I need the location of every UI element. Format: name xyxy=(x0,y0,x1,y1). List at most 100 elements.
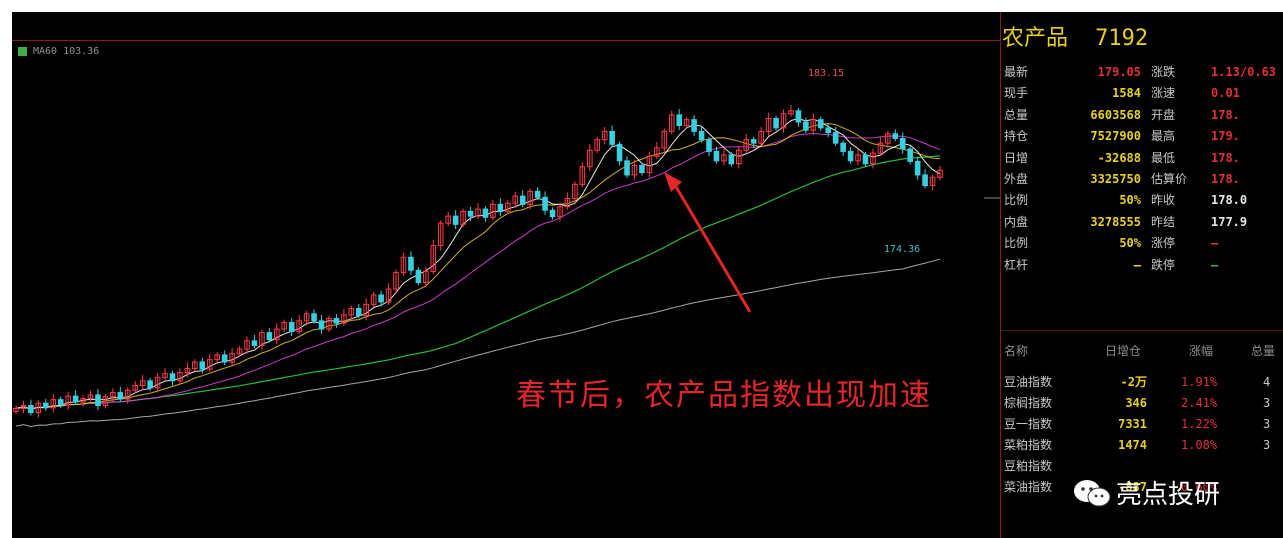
candle-body xyxy=(378,294,384,303)
quote-value-2: 177.9 xyxy=(1211,214,1248,229)
index-row[interactable]: 菜粕指数 1474 1.08% 3 xyxy=(1001,435,1283,456)
chart-high-label: 183.15 xyxy=(808,68,845,79)
candle-body xyxy=(624,160,630,176)
candle-body xyxy=(177,372,183,382)
candle-body xyxy=(169,373,176,382)
quote-label: 杠杆 xyxy=(1004,257,1029,272)
kline-chart[interactable]: MA60 103.36 183.15 174.36 春节后，农产品指数出现加速 xyxy=(12,12,1000,538)
quote-row: 总量 6603568 开盘 178. xyxy=(1001,105,1283,126)
quote-row: 杠杆 — 跌停 — xyxy=(1001,255,1283,276)
candle-body xyxy=(43,402,49,409)
candle-body xyxy=(57,399,64,406)
index-row[interactable]: 豆一指数 7331 1.22% 3 xyxy=(1001,414,1283,435)
quote-label: 日增 xyxy=(1004,150,1029,165)
candle-body xyxy=(691,119,697,132)
quote-label-2: 估算价 xyxy=(1151,171,1188,186)
candle-body xyxy=(549,209,556,218)
quote-value-2: 179. xyxy=(1211,129,1240,144)
candle-body xyxy=(206,359,213,370)
candle-body xyxy=(519,195,526,205)
quote-value: 1584 xyxy=(1112,86,1141,101)
candle-body xyxy=(683,119,690,127)
candle-body xyxy=(437,222,444,247)
candle-body xyxy=(765,117,772,132)
candle-body xyxy=(475,208,481,217)
index-row[interactable]: 棕榈指数 346 2.41% 3 xyxy=(1001,393,1283,414)
index-header-extra: 总量 xyxy=(1251,344,1276,358)
chart-annotation: 春节后，农产品指数出现加速 xyxy=(516,378,932,413)
candle-body xyxy=(408,256,414,271)
candle-body xyxy=(318,320,325,330)
candle-body xyxy=(192,361,198,369)
candle-body xyxy=(668,114,675,132)
candle-body xyxy=(609,130,615,145)
index-name: 菜粕指数 xyxy=(1004,438,1053,452)
annotation-arrowhead xyxy=(664,172,682,192)
chart-low-label: 174.36 xyxy=(884,244,921,255)
candle-body xyxy=(430,245,437,272)
quote-value-2: 0.01 xyxy=(1211,86,1240,101)
index-pct: 1.91% xyxy=(1181,375,1218,389)
quote-label-2: 涨速 xyxy=(1151,86,1176,101)
wechat-icon xyxy=(1074,479,1111,506)
candle-body xyxy=(385,288,392,303)
candle-body xyxy=(631,165,638,176)
candle-body xyxy=(236,348,243,355)
candle-body xyxy=(937,169,943,178)
candle-body xyxy=(542,196,548,211)
candle-body xyxy=(743,139,750,151)
candle-body xyxy=(162,373,168,378)
candle-body xyxy=(221,354,228,363)
candle-body xyxy=(348,307,355,316)
quote-value-2: 178.0 xyxy=(1211,193,1248,208)
index-separator xyxy=(1001,330,1283,331)
index-extra: 3 xyxy=(1263,396,1271,410)
quote-label: 外盘 xyxy=(1004,171,1029,186)
index-extra: 4 xyxy=(1263,375,1271,389)
annotation-arrow xyxy=(670,179,752,313)
ma10-line xyxy=(15,122,941,410)
index-row[interactable]: 菜油指数 -887 0.60% xyxy=(1001,477,1283,498)
quote-label-2: 涨跌 xyxy=(1151,65,1176,79)
candle-body xyxy=(758,130,764,144)
candle-body xyxy=(445,215,451,224)
quote-label-2: 涨停 xyxy=(1151,236,1176,251)
candle-body xyxy=(452,215,459,225)
candle-body xyxy=(505,202,511,212)
index-name: 豆一指数 xyxy=(1004,417,1053,431)
index-table: 豆油指数 -2万 1.91% 4 棕榈指数 346 2.41% 3 豆一指数 7331 1.22% 3… xyxy=(1001,372,1283,498)
quote-value: 179.05 xyxy=(1097,65,1141,79)
candle-body xyxy=(728,154,735,165)
candle-body xyxy=(639,165,645,174)
index-row[interactable]: 豆粕指数 xyxy=(1001,456,1283,477)
panel-header: 农产品 7192 xyxy=(1002,20,1148,52)
index-table-header: 名称 日增仓 涨幅 总量 xyxy=(1001,342,1283,362)
candle-body xyxy=(333,317,340,324)
chart-top-border xyxy=(12,40,1000,41)
quote-label-2: 最低 xyxy=(1151,150,1176,165)
candle-body xyxy=(885,133,891,144)
candle-body xyxy=(124,389,131,400)
index-change: 7331 xyxy=(1118,417,1147,431)
candle-body xyxy=(497,203,504,212)
candle-body xyxy=(199,361,206,370)
quote-label-2: 开盘 xyxy=(1151,107,1176,122)
candle-body xyxy=(721,154,727,162)
index-name: 菜油指数 xyxy=(1004,480,1053,494)
candle-body xyxy=(72,395,79,403)
candle-body xyxy=(244,340,250,350)
chart-svg xyxy=(13,104,1000,428)
quote-value: 7527900 xyxy=(1090,129,1141,144)
candle-body xyxy=(512,195,519,204)
candle-body xyxy=(341,314,347,324)
index-row[interactable]: 豆油指数 -2万 1.91% 4 xyxy=(1001,372,1283,393)
candle-body xyxy=(832,132,839,144)
quote-row: 比例 50% 涨停 — xyxy=(1001,233,1283,254)
candle-body xyxy=(460,210,466,225)
quote-value: — xyxy=(1133,257,1141,272)
candle-body xyxy=(780,113,787,129)
candle-body xyxy=(184,367,191,374)
candle-body xyxy=(817,119,824,129)
candle-body xyxy=(706,139,712,152)
quote-label-2: 昨结 xyxy=(1151,214,1176,229)
